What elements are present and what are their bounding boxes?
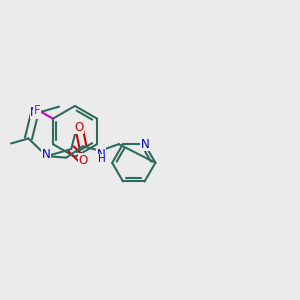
Text: N: N (41, 148, 50, 161)
Text: H: H (98, 154, 106, 164)
Text: O: O (79, 154, 88, 167)
Text: O: O (75, 121, 84, 134)
Text: N: N (97, 148, 106, 161)
Text: N: N (141, 137, 150, 151)
Text: F: F (34, 104, 40, 117)
Text: N: N (30, 106, 39, 119)
